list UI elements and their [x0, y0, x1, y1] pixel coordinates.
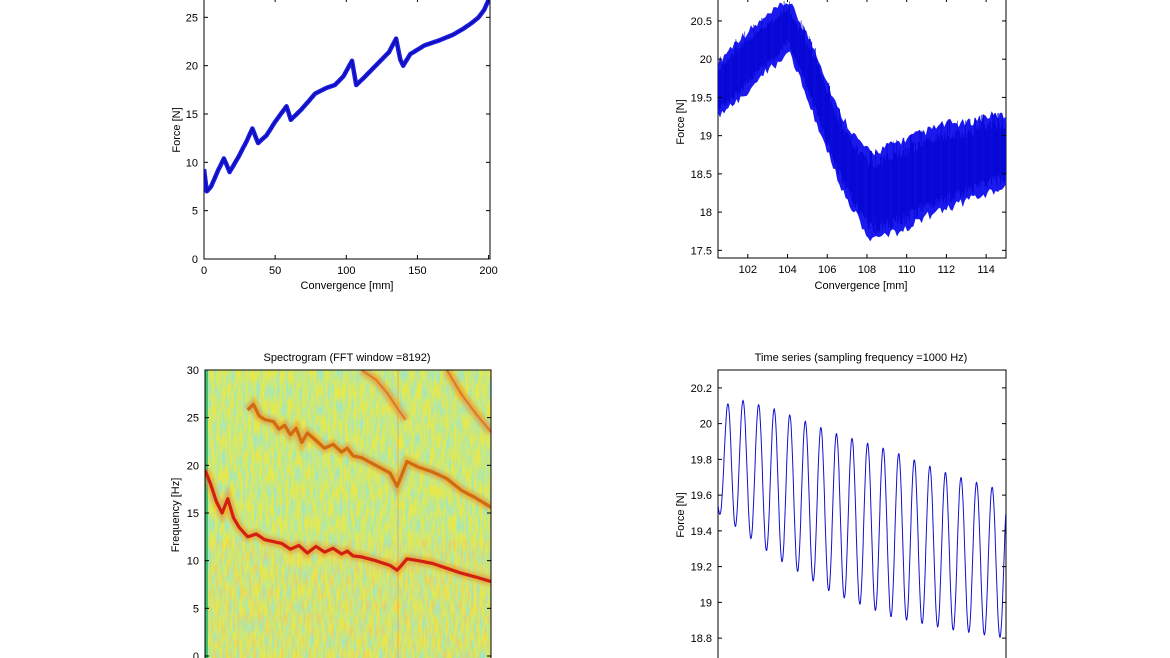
y-tick-label: 17.5 [691, 245, 712, 257]
y-axis-ticks: 18.8 19 19.2 19.4 19.6 19.8 20 20.2 [691, 383, 1006, 645]
x-tick-label: 104 [778, 264, 796, 276]
y-tick-label: 10 [186, 157, 198, 169]
y-tick-label: 20.2 [691, 383, 712, 395]
x-tick-label: 150 [408, 265, 426, 277]
spectral-ridge [360, 370, 407, 421]
spectral-ridge [445, 370, 491, 433]
y-tick-label: 20 [700, 419, 712, 431]
axes-frame [717, 369, 1007, 658]
series-force-oscillation [718, 0, 1006, 234]
y-tick-label: 20 [187, 460, 199, 472]
plot-time-series: Time series (sampling frequency =1000 Hz… [675, 352, 1007, 658]
y-axis-ticks: 0 5 10 15 20 25 30 [187, 365, 491, 658]
y-tick-label: 15 [187, 508, 199, 520]
y-tick-label: 25 [187, 413, 199, 425]
y-tick-label: 19.6 [691, 490, 712, 502]
plot-force-overview: 0 50 100 150 200 0 5 10 15 20 25 Convergence [mm]… [171, 0, 498, 292]
plot-force-zoom: 102 104 106 108 110 112 114 17.5 18 18.5 19 19.5 20… [675, 0, 1007, 292]
spectrogram-hot-noise [205, 540, 491, 658]
y-tick-label: 15 [186, 109, 198, 121]
series-force-line [204, 0, 490, 193]
y-tick-label: 18.5 [691, 169, 712, 181]
x-axis-label: Convergence [mm] [815, 280, 908, 292]
spectral-ridge [246, 402, 491, 509]
y-tick-label: 20.5 [691, 16, 712, 28]
y-tick-label: 19 [700, 131, 712, 143]
x-tick-label: 108 [858, 264, 876, 276]
y-axis-ticks: 17.5 18 18.5 19 19.5 20 20.5 [691, 16, 1006, 257]
x-tick-label: 106 [818, 264, 836, 276]
y-tick-label: 10 [187, 556, 199, 568]
y-tick-label: 0 [193, 651, 199, 658]
y-axis-label: Force [N] [675, 492, 687, 537]
y-tick-label: 20 [700, 54, 712, 66]
y-tick-label: 20 [186, 61, 198, 73]
y-axis-label: Frequency [Hz] [170, 478, 182, 553]
y-tick-label: 18 [700, 207, 712, 219]
y-tick-label: 19.4 [691, 526, 712, 538]
y-tick-label: 25 [186, 12, 198, 24]
plot-spectrogram: Spectrogram (FFT window =8192) 0 5 10 15 20 2… [170, 352, 492, 658]
y-axis-label: Force [N] [171, 107, 183, 152]
spectrogram-left-edge [205, 370, 208, 658]
axes-frame [204, 369, 492, 658]
x-tick-label: 110 [898, 264, 916, 276]
y-tick-label: 30 [187, 365, 199, 377]
y-tick-label: 19.2 [691, 562, 712, 574]
x-tick-label: 50 [269, 265, 281, 277]
y-tick-label: 5 [193, 603, 199, 615]
x-tick-label: 100 [337, 265, 355, 277]
x-tick-label: 112 [938, 264, 956, 276]
x-axis-ticks: 0 50 100 150 200 [201, 0, 498, 277]
x-tick-label: 102 [739, 264, 757, 276]
y-tick-label: 18.8 [691, 633, 712, 645]
x-tick-label: 200 [479, 265, 497, 277]
y-axis-label: Force [N] [675, 99, 687, 144]
chart-title: Spectrogram (FFT window =8192) [263, 352, 430, 364]
y-tick-label: 19.5 [691, 92, 712, 104]
chart-title: Time series (sampling frequency =1000 Hz… [755, 352, 968, 364]
y-tick-label: 5 [192, 206, 198, 218]
x-tick-label: 114 [977, 264, 995, 276]
x-axis-ticks: 102 104 106 108 110 112 114 [739, 0, 995, 276]
x-axis-label: Convergence [mm] [301, 280, 394, 292]
series-force-timeseries [718, 399, 1006, 639]
y-tick-label: 0 [192, 254, 198, 266]
spectral-ridge [205, 469, 491, 584]
x-tick-label: 0 [201, 265, 207, 277]
y-tick-label: 19.8 [691, 454, 712, 466]
y-tick-label: 19 [700, 597, 712, 609]
y-axis-ticks: 0 5 10 15 20 25 [186, 12, 490, 266]
spectral-ridges [205, 370, 491, 586]
